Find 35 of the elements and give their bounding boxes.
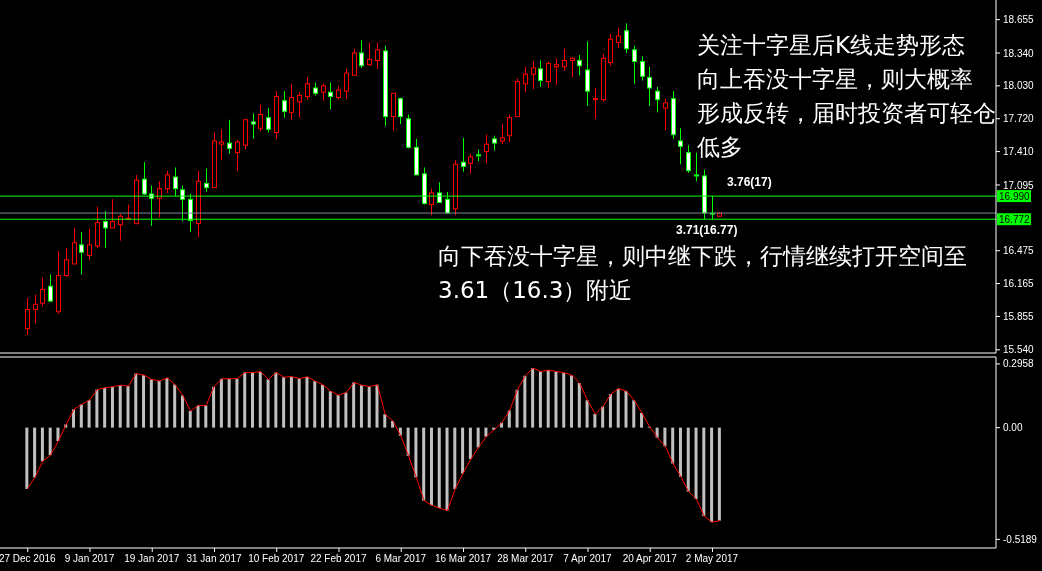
x-tick-label: 31 Jan 2017 bbox=[186, 553, 242, 564]
y-tick-label: 15.855 bbox=[1003, 310, 1035, 322]
annotation: 3.61（16.3）附近 bbox=[438, 276, 633, 305]
y-tick-label: 18.030 bbox=[1003, 80, 1035, 92]
annotation: 关注十字星后K线走势形态 bbox=[697, 31, 966, 60]
x-tick-label: 10 Feb 2017 bbox=[248, 553, 305, 564]
y-tick-label: 18.655 bbox=[1003, 14, 1035, 26]
x-tick-label: 22 Feb 2017 bbox=[310, 553, 367, 564]
x-tick-label: 19 Jan 2017 bbox=[124, 553, 180, 564]
x-tick-label: 27 Dec 2016 bbox=[0, 553, 57, 564]
y-tick-label: 15.540 bbox=[1003, 344, 1035, 356]
y-tick-label: 17.410 bbox=[1003, 146, 1035, 158]
y-tick-label: 16.475 bbox=[1003, 245, 1035, 257]
x-tick-label: 20 Apr 2017 bbox=[622, 553, 678, 564]
y-tick-label: 18.340 bbox=[1003, 47, 1035, 59]
y-tick-label: -0.5189 bbox=[1003, 533, 1038, 545]
annotation: 低多 bbox=[697, 133, 743, 162]
y-tick-label: 17.095 bbox=[1003, 179, 1035, 191]
annotation: 形成反转，届时投资者可轻仓 bbox=[697, 99, 996, 128]
ref-line-label: 16.990 bbox=[999, 191, 1031, 203]
x-tick-label: 16 Mar 2017 bbox=[434, 553, 492, 564]
y-tick-label: 0.00 bbox=[1003, 422, 1023, 434]
x-tick-label: 28 Mar 2017 bbox=[497, 553, 554, 564]
x-tick-label: 9 Jan 2017 bbox=[64, 553, 115, 564]
y-tick-label: 16.165 bbox=[1003, 278, 1035, 290]
annotation: 3.71(16.77) bbox=[676, 223, 738, 238]
annotation: 3.76(17) bbox=[727, 175, 772, 190]
x-tick-label: 2 May 2017 bbox=[685, 553, 739, 564]
y-tick-label: 0.2958 bbox=[1003, 358, 1035, 370]
y-tick-label: 17.720 bbox=[1003, 113, 1035, 125]
annotation: 向下吞没十字星，则中继下跌，行情继续打开空间至 bbox=[438, 242, 967, 271]
annotation: 向上吞没十字星，则大概率 bbox=[697, 65, 973, 94]
x-tick-label: 7 Apr 2017 bbox=[563, 553, 613, 564]
ref-line-label: 16.772 bbox=[999, 214, 1031, 226]
x-tick-label: 6 Mar 2017 bbox=[375, 553, 427, 564]
